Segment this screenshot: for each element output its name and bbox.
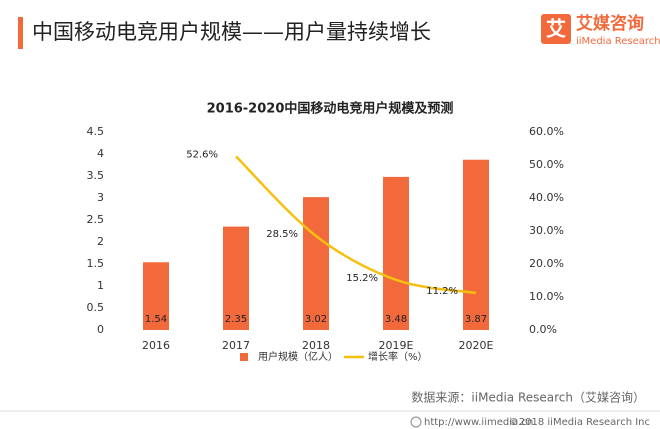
legend-label: 增长率（%）	[368, 350, 428, 363]
logo-sub: iiMedia Research	[576, 36, 660, 47]
y-tick-label: 3.5	[87, 169, 105, 182]
x-tick-label: 2019E	[379, 339, 414, 352]
bar	[223, 226, 249, 330]
line	[235, 155, 477, 295]
footer-url: http://www.iimedia.cn	[424, 417, 533, 428]
bar-label: 3.87	[465, 314, 487, 325]
footer-copyright: ©2018 iiMedia Research Inc	[509, 417, 650, 428]
legend-label: 用户规模（亿人）	[258, 350, 338, 363]
bar-label: 3.48	[385, 314, 407, 325]
title-accent	[18, 17, 23, 49]
x-tick-label: 2016	[142, 339, 170, 352]
y2-tick-label: 30.0%	[529, 224, 564, 237]
chart-title: 2016-2020中国移动电竞用户规模及预测	[207, 101, 454, 117]
source: 数据来源：iiMedia Research（艾媒咨询）	[411, 390, 645, 405]
line-label: 28.5%	[266, 229, 298, 240]
y2-tick-label: 50.0%	[529, 158, 564, 171]
y-tick-label: 1	[97, 279, 104, 292]
y-tick-label: 2	[97, 235, 104, 248]
globe-icon	[410, 416, 422, 428]
y-tick-label: 2.5	[87, 213, 105, 226]
y-tick-label: 4.5	[87, 125, 105, 138]
y2-tick-label: 60.0%	[529, 125, 564, 138]
line-label: 52.6%	[186, 149, 218, 160]
bar-label: 1.54	[145, 314, 167, 325]
y2-tick-label: 10.0%	[529, 290, 564, 303]
logo-text: 艾媒咨询	[576, 13, 644, 34]
page-title: 中国移动电竞用户规模——用户量持续增长	[32, 20, 431, 44]
logo-icon-bg	[541, 14, 571, 44]
x-tick-label: 2017	[222, 339, 250, 352]
y-tick-label: 0	[97, 323, 104, 336]
x-tick-label: 2018	[302, 339, 330, 352]
y-tick-label: 3	[97, 191, 104, 204]
bar	[463, 159, 489, 330]
legend-swatch	[240, 353, 248, 361]
line-label: 15.2%	[346, 273, 378, 284]
y-tick-label: 1.5	[87, 257, 105, 270]
y2-tick-label: 20.0%	[529, 257, 564, 270]
bar	[383, 176, 409, 330]
x-tick-label: 2020E	[459, 339, 494, 352]
y-tick-label: 4	[97, 147, 104, 160]
bar-label: 3.02	[305, 314, 327, 325]
bar	[143, 262, 169, 330]
y2-tick-label: 40.0%	[529, 191, 564, 204]
y2-tick-label: 0.0%	[529, 323, 557, 336]
bar-label: 2.35	[225, 314, 247, 325]
line-label: 11.2%	[426, 286, 458, 297]
logo-icon: 艾	[546, 17, 566, 41]
y-tick-label: 0.5	[87, 301, 105, 314]
bar	[303, 197, 329, 330]
